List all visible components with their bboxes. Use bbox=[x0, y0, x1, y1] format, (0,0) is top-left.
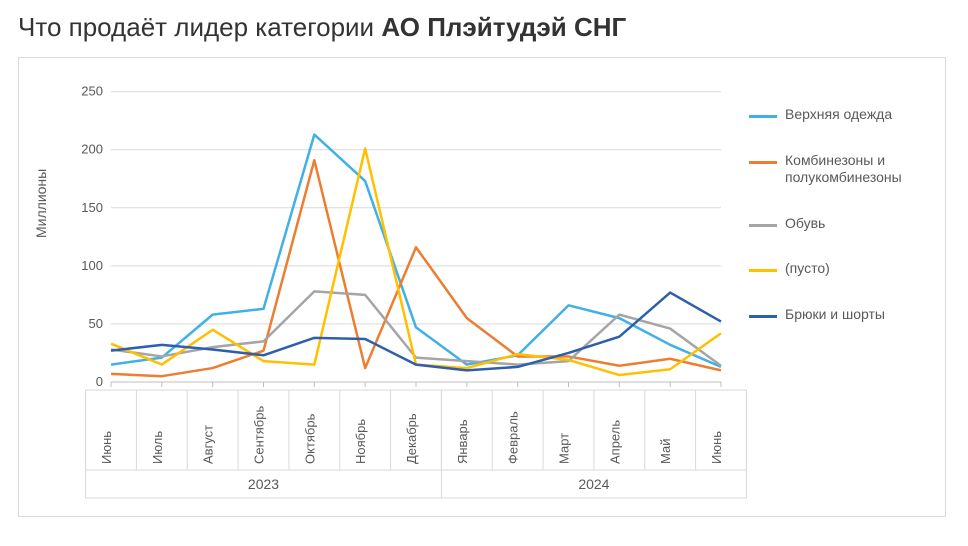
y-axis-label: Миллионы bbox=[33, 169, 49, 238]
title-bold: АО Плэйтудэй СНГ bbox=[381, 12, 626, 42]
x-tick-label: Февраль bbox=[506, 411, 521, 464]
x-tick-label: Декабрь bbox=[404, 413, 419, 464]
legend: Верхняя одежда Комбинезоны и полукомбинез… bbox=[749, 106, 939, 351]
legend-label: Брюки и шорты bbox=[785, 306, 885, 324]
legend-swatch bbox=[749, 161, 777, 164]
series-line bbox=[111, 160, 721, 376]
x-tick-label: Апрель bbox=[607, 420, 622, 464]
legend-swatch bbox=[749, 315, 777, 318]
legend-item: Комбинезоны и полукомбинезоны bbox=[749, 152, 939, 187]
legend-item: Обувь bbox=[749, 215, 939, 233]
y-tick-label: 200 bbox=[81, 142, 103, 157]
x-tick-label: Июль bbox=[150, 431, 165, 464]
y-tick-label: 50 bbox=[89, 316, 103, 331]
y-tick-label: 150 bbox=[81, 200, 103, 215]
x-tick-label: Сентябрь bbox=[252, 406, 267, 464]
y-tick-label: 250 bbox=[81, 84, 103, 99]
year-group-label: 2023 bbox=[248, 476, 279, 492]
x-tick-label: Май bbox=[658, 439, 673, 464]
legend-swatch bbox=[749, 115, 777, 118]
x-tick-label: Июнь bbox=[709, 431, 724, 464]
title-prefix: Что продаёт лидер категории bbox=[18, 12, 381, 42]
legend-item: Верхняя одежда bbox=[749, 106, 939, 124]
series-line bbox=[111, 135, 721, 367]
y-tick-label: 0 bbox=[96, 374, 103, 389]
legend-swatch bbox=[749, 224, 777, 227]
y-tick-label: 100 bbox=[81, 258, 103, 273]
year-group-label: 2024 bbox=[578, 476, 609, 492]
legend-item: (пусто) bbox=[749, 260, 939, 278]
legend-item: Брюки и шорты bbox=[749, 306, 939, 324]
legend-label: Комбинезоны и полукомбинезоны bbox=[785, 152, 939, 187]
x-tick-label: Ноябрь bbox=[353, 419, 368, 464]
x-tick-label: Март bbox=[557, 433, 572, 464]
x-tick-label: Январь bbox=[455, 419, 470, 464]
x-tick-label: Октябрь bbox=[302, 413, 317, 464]
page-title: Что продаёт лидер категории АО Плэйтудэй… bbox=[18, 12, 950, 43]
x-tick-label: Июнь bbox=[99, 431, 114, 464]
series-line bbox=[111, 149, 721, 376]
legend-swatch bbox=[749, 269, 777, 272]
chart-frame: Миллионы 0 50 100 150 200 250 Июнь Июль Август Се… bbox=[18, 57, 946, 517]
legend-label: Верхняя одежда bbox=[785, 106, 892, 124]
x-tick-label: Август bbox=[201, 425, 216, 464]
legend-label: (пусто) bbox=[785, 260, 830, 278]
legend-label: Обувь bbox=[785, 215, 825, 233]
